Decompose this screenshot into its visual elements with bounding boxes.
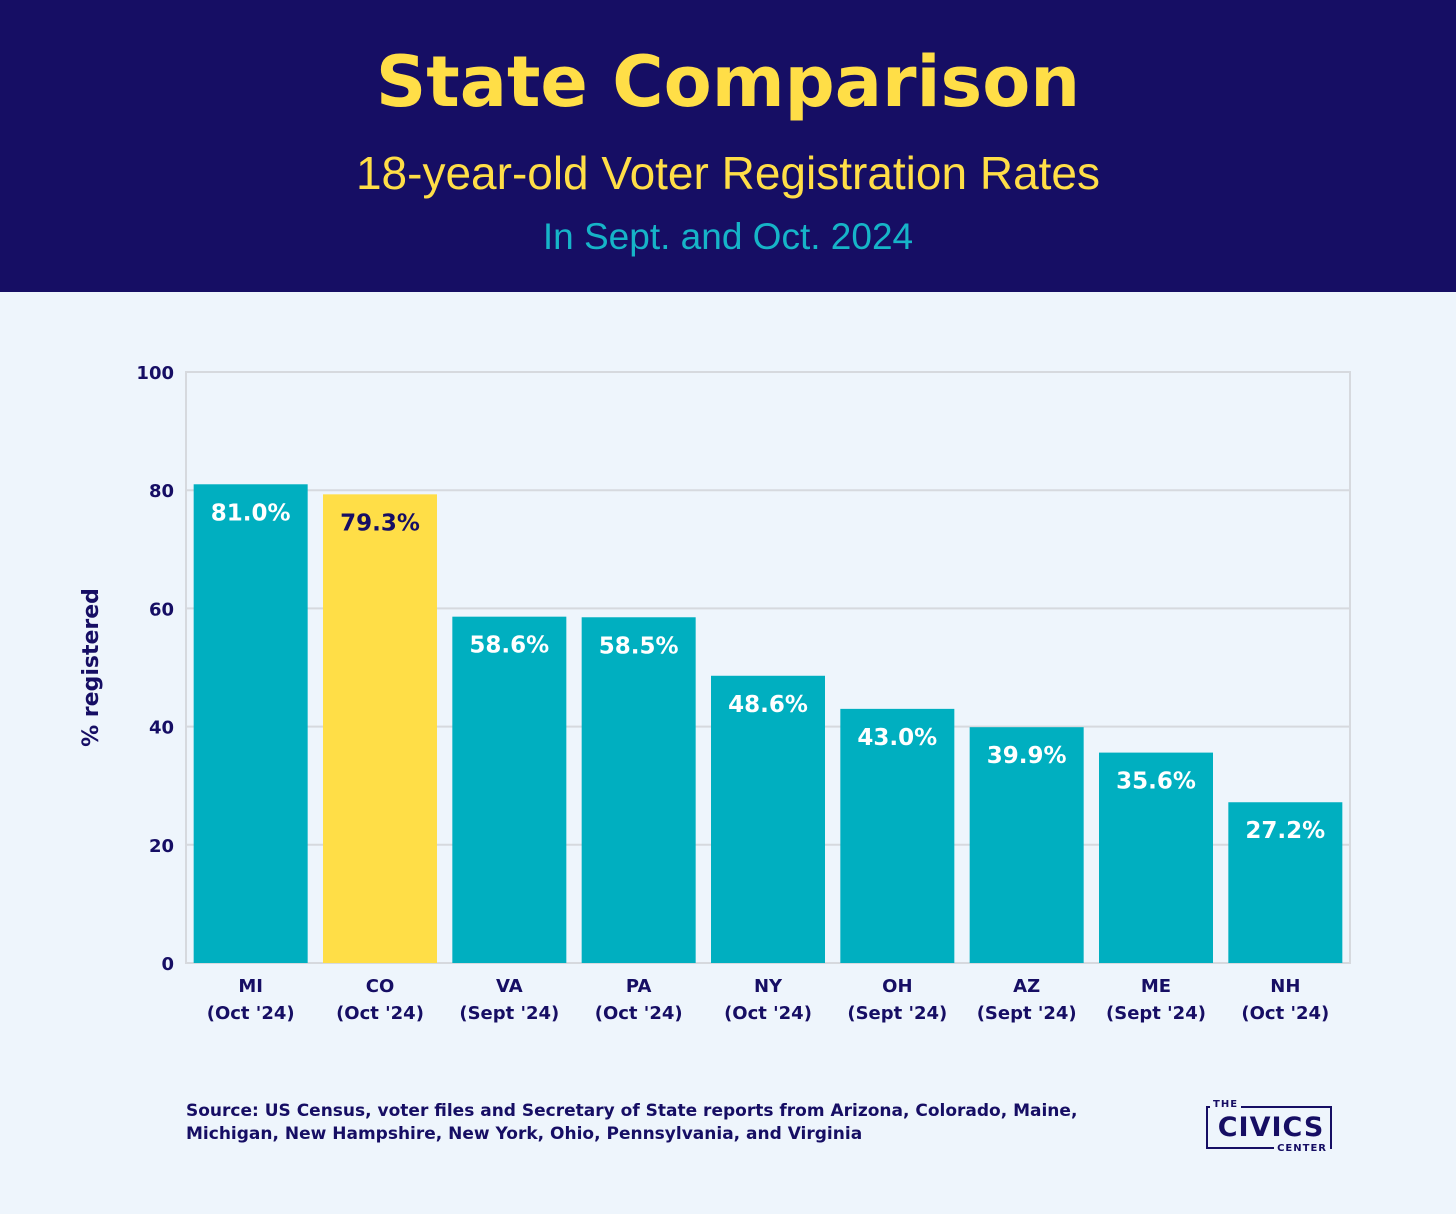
x-tick-label: VA: [496, 976, 523, 997]
x-tick-sublabel: (Oct '24): [207, 1003, 295, 1024]
y-tick-label: 100: [136, 363, 174, 384]
logo-the: THE: [1210, 1099, 1242, 1110]
y-axis-label: % registered: [79, 588, 104, 747]
x-tick-sublabel: (Oct '24): [1241, 1003, 1329, 1024]
x-tick-sublabel: (Sept '24): [847, 1003, 947, 1024]
y-tick-label: 60: [149, 599, 174, 620]
y-tick-label: 20: [149, 836, 174, 857]
x-tick-sublabel: (Sept '24): [459, 1003, 559, 1024]
bar-data-label: 39.9%: [987, 743, 1067, 769]
x-tick-label: OH: [882, 976, 912, 997]
bar-data-label: 58.5%: [599, 633, 679, 659]
logo-center: CENTER: [1274, 1143, 1330, 1154]
x-tick-sublabel: (Sept '24): [977, 1003, 1077, 1024]
bar-chart: 0 20 40 60 80 100 % registered 81.0% MI (Oct '24)…: [79, 363, 1351, 1024]
bar-data-label: 79.3%: [340, 510, 420, 536]
bar: [1099, 752, 1213, 963]
chart-date-range: In Sept. and Oct. 2024: [542, 216, 914, 257]
y-tick-label: 0: [161, 954, 174, 975]
y-tick-label: 80: [149, 481, 174, 502]
source-note: Source: US Census, voter files and Secre…: [186, 1101, 1078, 1144]
x-tick-label: AZ: [1013, 976, 1040, 997]
x-tick-label: MI: [238, 976, 263, 997]
logo-civics: CIVICS: [1217, 1112, 1325, 1143]
x-tick-label: PA: [626, 976, 652, 997]
bar: [969, 727, 1084, 963]
bar: [711, 675, 825, 963]
bar-data-label: 35.6%: [1116, 769, 1196, 795]
x-tick-label: ME: [1141, 976, 1171, 997]
bar: [1228, 802, 1343, 963]
header-banner: State Comparison 18-year-old Voter Regis…: [0, 0, 1456, 292]
logo-frame: [1206, 1106, 1332, 1149]
x-tick-label: NY: [754, 976, 783, 997]
bar-data-label: 48.6%: [728, 692, 808, 718]
bar: [840, 708, 955, 963]
x-tick-label: NH: [1270, 976, 1300, 997]
x-tick-sublabel: (Oct '24): [336, 1003, 424, 1024]
chart-title: State Comparison: [375, 41, 1081, 123]
x-tick-sublabel: (Oct '24): [724, 1003, 812, 1024]
bar-data-label: 27.2%: [1245, 818, 1325, 844]
x-tick-label: CO: [366, 976, 395, 997]
x-tick-sublabel: (Sept '24): [1106, 1003, 1206, 1024]
bar: [193, 484, 308, 963]
bar-data-label: 81.0%: [211, 500, 291, 526]
bar: [581, 617, 696, 963]
bar-data-label: 58.6%: [469, 633, 549, 659]
y-tick-label: 40: [149, 718, 174, 739]
bar: [452, 616, 567, 963]
chart-subtitle: 18-year-old Voter Registration Rates: [355, 147, 1101, 199]
bar-data-label: 43.0%: [857, 725, 937, 751]
civics-center-logo: THE CIVICS CENTER: [1206, 1099, 1336, 1155]
bar: [323, 494, 437, 963]
x-tick-sublabel: (Oct '24): [595, 1003, 683, 1024]
